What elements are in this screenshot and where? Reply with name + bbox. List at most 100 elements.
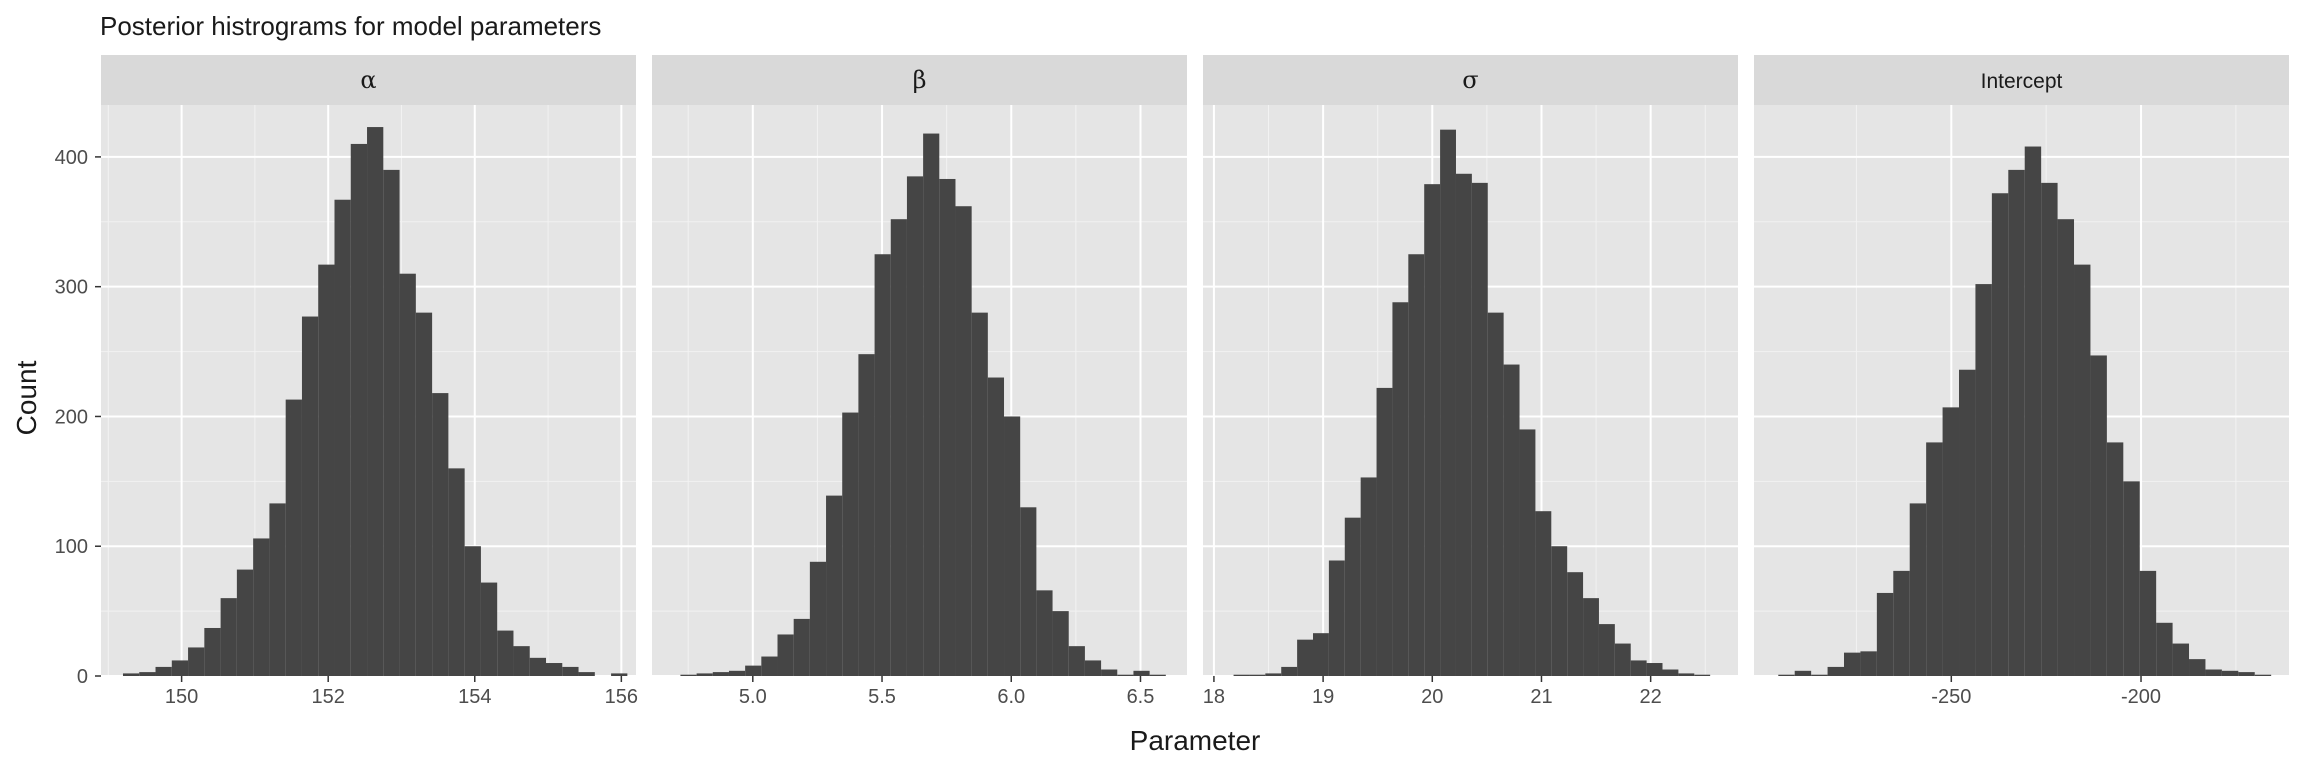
histogram-bar: [1313, 633, 1329, 676]
facet-panel-4: Intercept -250 -200: [1754, 55, 2289, 708]
histogram-bar: [367, 127, 384, 677]
histogram-bar: [529, 657, 547, 676]
histogram-bar: [1360, 477, 1377, 676]
histogram-bar: [1678, 673, 1695, 676]
x-tick-label: 6.5: [1127, 686, 1155, 708]
histogram-bar: [2106, 442, 2124, 676]
histogram-bar: [1424, 184, 1441, 676]
histogram-bar: [890, 219, 907, 676]
histogram-bar: [1133, 670, 1150, 676]
histogram-bar: [793, 618, 810, 676]
histogram-bar: [1052, 611, 1069, 676]
x-tick-label: 5.5: [868, 686, 896, 708]
histogram-bar: [1084, 660, 1102, 676]
histogram-bar: [399, 273, 416, 676]
histogram-bar: [1959, 369, 1976, 676]
x-tick-label: 156: [605, 686, 638, 708]
histogram-bar: [826, 495, 843, 676]
x-tick-label: -200: [2121, 686, 2161, 708]
histogram-bar: [2238, 672, 2255, 676]
histogram-bar: [1598, 624, 1615, 676]
histogram-bar: [2254, 674, 2272, 676]
histogram-bar: [1583, 598, 1599, 676]
histogram-bar: [1694, 674, 1711, 676]
x-tick-label: 152: [312, 686, 345, 708]
histogram-bar: [2024, 146, 2042, 676]
histogram-bar: [1233, 674, 1250, 676]
y-axis-title: Count: [11, 360, 42, 435]
x-axis-title: Parameter: [1130, 725, 1261, 756]
histogram-bar: [318, 264, 335, 676]
histogram-bar: [1811, 674, 1828, 676]
histogram-bar: [2221, 670, 2239, 676]
y-tick-label: 300: [55, 277, 88, 299]
histogram-bar: [415, 312, 433, 676]
histogram-bar: [301, 316, 319, 676]
histogram-bar: [1991, 193, 2009, 676]
histogram-bar: [2172, 643, 2190, 676]
facet-strip: [1754, 55, 2289, 105]
histogram-bar: [2189, 659, 2206, 676]
histogram-bar: [2090, 355, 2107, 676]
facet-strip: [1203, 55, 1738, 105]
histogram-bar: [546, 663, 563, 676]
histogram-bar: [1860, 651, 1877, 676]
histogram-bar: [1392, 302, 1409, 676]
histogram-bar: [696, 673, 713, 676]
histogram-bar: [2074, 264, 2091, 676]
histogram-bar: [220, 598, 237, 676]
histogram-bar: [1630, 660, 1647, 676]
histogram-bar: [285, 399, 302, 676]
histogram-bar: [432, 393, 449, 676]
histogram-bar: [269, 503, 286, 676]
y-tick-label: 400: [55, 147, 88, 169]
histogram-bar: [939, 178, 956, 676]
x-tick-label: 18: [1203, 686, 1225, 708]
histogram-bar: [513, 646, 530, 676]
histogram-bar: [1265, 673, 1282, 676]
histogram-bar: [350, 143, 368, 676]
histogram-bar: [448, 468, 465, 676]
x-tick-label: -250: [1931, 686, 1971, 708]
histogram-bar: [1487, 312, 1504, 676]
histogram-bar: [464, 546, 481, 676]
histogram-bar: [1281, 666, 1298, 676]
histogram-bar: [334, 199, 351, 677]
histogram-bar: [2123, 481, 2140, 676]
histogram-bar: [906, 176, 924, 676]
facet-panel-2: β 5.0 5.5 6.0 6.5: [652, 55, 1187, 708]
histogram-bar: [497, 630, 514, 676]
histogram-bar: [2205, 669, 2222, 676]
histogram-bar: [578, 672, 595, 676]
histogram-bar: [987, 377, 1005, 676]
histogram-bar: [2156, 622, 2173, 676]
histogram-bar: [1778, 674, 1795, 676]
facet-panels: 0 100 200 300 400 α 150 152 154 156 β 5.0 5.5 6.0 6.5 σ…: [55, 55, 2289, 708]
histogram-bar: [874, 254, 891, 676]
facet-strip-label: β: [913, 66, 927, 94]
histogram-bar: [1440, 129, 1456, 677]
histogram-bar: [745, 665, 762, 676]
histogram-bar: [1328, 560, 1345, 676]
histogram-bar: [1117, 674, 1134, 676]
y-tick-label: 200: [55, 406, 88, 428]
histogram-bar: [1893, 570, 1910, 676]
facet-strip-label: σ: [1462, 66, 1478, 94]
histogram-bar: [171, 660, 189, 676]
histogram-bar: [188, 647, 205, 676]
histogram-bar: [1794, 670, 1812, 676]
chart-title: Posterior histrograms for model paramete…: [100, 11, 601, 41]
histogram-bar: [155, 666, 172, 676]
histogram-bar: [971, 312, 988, 676]
histogram-bar: [1844, 652, 1861, 676]
histogram-bar: [2041, 182, 2058, 676]
histogram-bar: [777, 634, 794, 676]
histogram-bar: [923, 133, 940, 677]
histogram-bar: [1020, 507, 1037, 676]
histogram-bar: [809, 561, 827, 676]
histogram-bar: [1471, 182, 1488, 676]
histogram-bar: [1926, 442, 1943, 676]
histogram-bar: [1614, 643, 1631, 676]
histogram-bar: [1646, 663, 1663, 676]
